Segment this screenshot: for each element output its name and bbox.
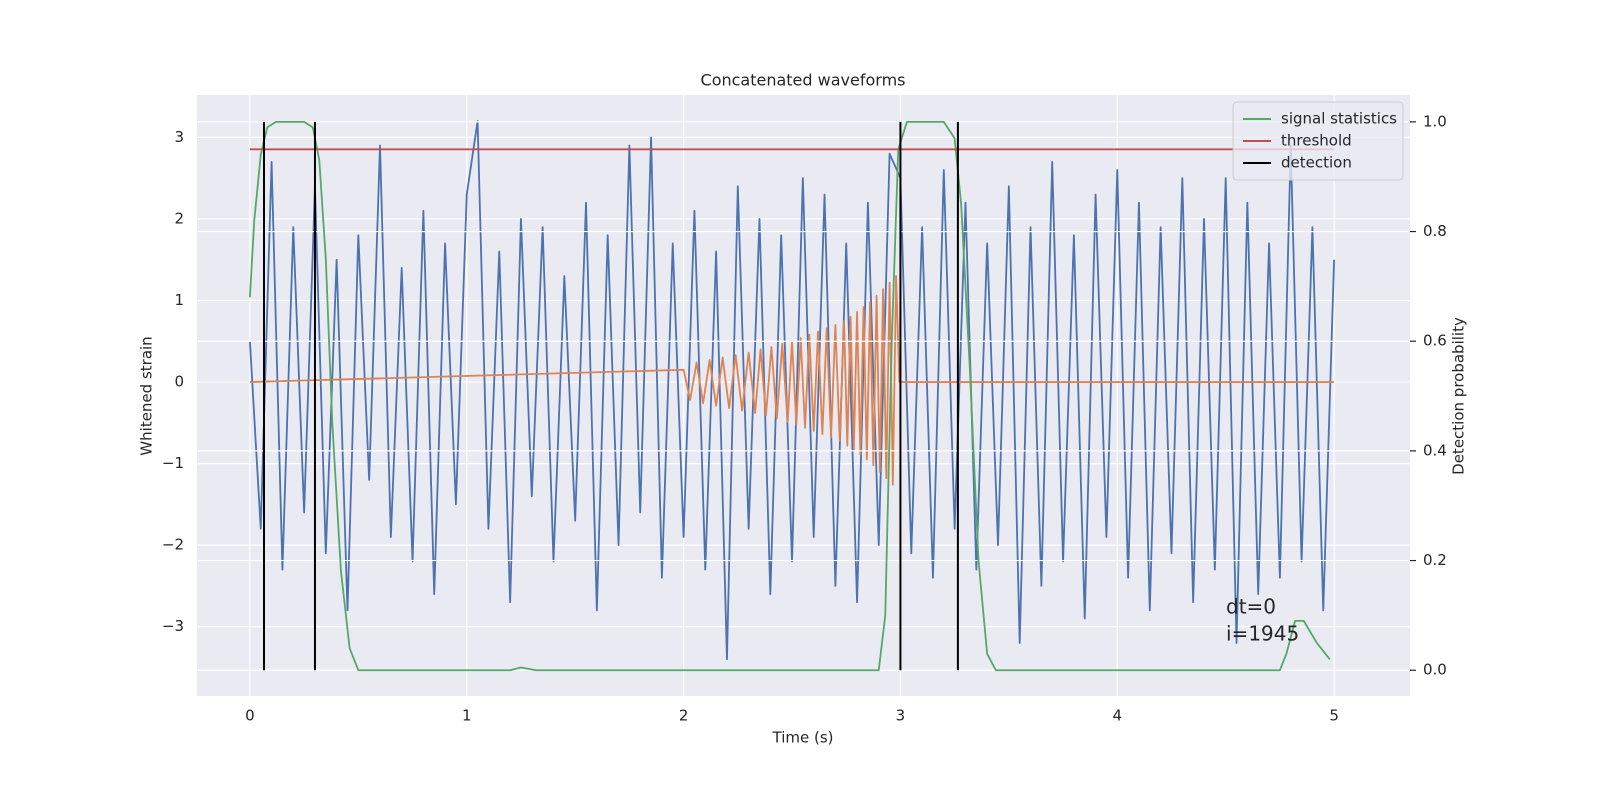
annotation: i=1945 — [1226, 622, 1299, 646]
x-tick-label: 1 — [462, 707, 472, 725]
data-right — [249, 120, 1335, 672]
y2-tick-label: 1.0 — [1423, 112, 1447, 130]
data-left — [249, 120, 1336, 661]
y2-tick-label: 0.8 — [1423, 222, 1447, 240]
y-tick-label: 1 — [174, 291, 184, 309]
y2-tick-label: 0.6 — [1423, 332, 1447, 350]
y2-tick-label: 0.4 — [1423, 441, 1447, 459]
x-tick-label: 0 — [245, 707, 255, 725]
x-tick-label: 5 — [1329, 707, 1339, 725]
y-tick-label: 0 — [174, 373, 184, 391]
y-tick-label: −2 — [162, 536, 184, 554]
chart-title: Concatenated waveforms — [701, 71, 906, 90]
labels: Concatenated waveforms Time (s) Whitened… — [138, 71, 1468, 747]
legend-label: threshold — [1281, 132, 1352, 150]
series-line — [249, 120, 1336, 661]
annotation: dt=0 — [1226, 595, 1276, 619]
x-tick-label: 2 — [679, 707, 689, 725]
y-tick-label: −3 — [162, 617, 184, 635]
y2-tick-label: 0.2 — [1423, 551, 1447, 569]
y-tick-label: 3 — [174, 128, 184, 146]
x-tick-label: 4 — [1112, 707, 1122, 725]
y2-tick-label: 0.0 — [1423, 661, 1447, 679]
series-line — [249, 275, 1335, 486]
legend-label: signal statistics — [1281, 110, 1397, 128]
y-axis-label: Whitened strain — [138, 336, 156, 455]
x-tick-label: 3 — [896, 707, 906, 725]
y-tick-label: −1 — [162, 454, 184, 472]
y2-axis-label: Detection probability — [1450, 317, 1468, 475]
legend: signal statistics threshold detection — [1232, 101, 1404, 181]
legend-label: detection — [1281, 154, 1352, 172]
legend-frame — [1232, 101, 1404, 181]
y-tick-label: 2 — [174, 209, 184, 227]
x-axis-label: Time (s) — [772, 729, 834, 747]
series-line — [249, 120, 1331, 672]
